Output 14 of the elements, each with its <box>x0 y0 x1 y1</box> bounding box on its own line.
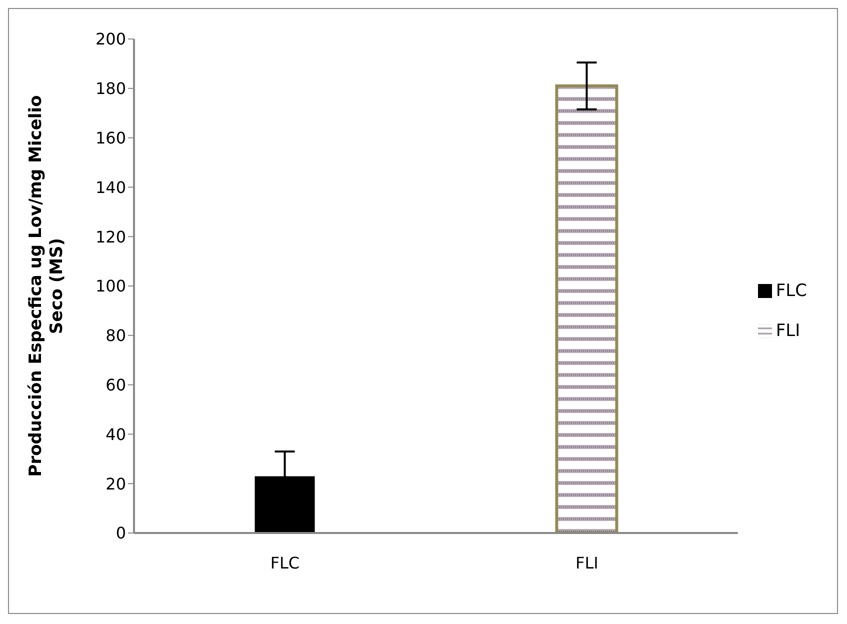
legend-label: FLI <box>776 321 800 341</box>
legend-label: FLC <box>776 281 807 301</box>
y-tick-label: 0 <box>116 524 126 543</box>
y-tick-label: 80 <box>106 326 126 346</box>
y-tick-label: 140 <box>95 178 126 197</box>
y-tick-label: 40 <box>106 424 126 444</box>
y-tick-label: 100 <box>95 276 126 296</box>
y-axis-title: Producción Especfica ug Lov/mg Micelio Seco (MS) <box>26 95 67 477</box>
y-tick-label: 160 <box>95 128 126 148</box>
y-tick-label: 180 <box>95 79 126 98</box>
y-tick-label: 20 <box>106 474 126 494</box>
y-tick-label: 120 <box>95 227 126 246</box>
y-tick-label: 60 <box>106 375 126 394</box>
y-tick-label: 200 <box>95 30 126 49</box>
